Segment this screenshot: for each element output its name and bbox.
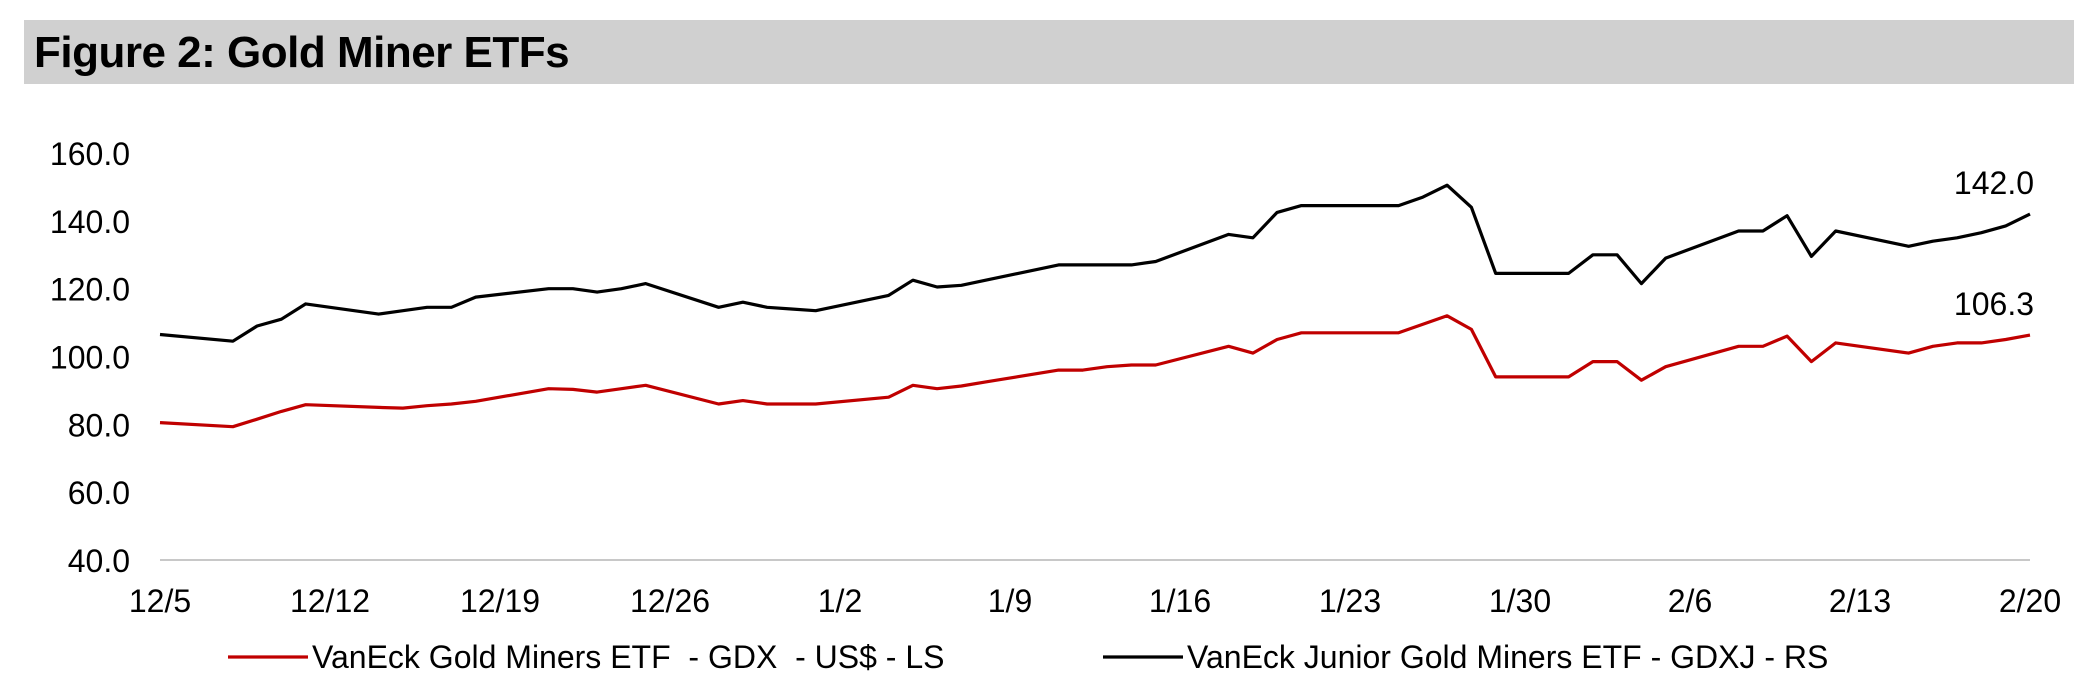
legend: VanEck Gold Miners ETF - GDX - US$ - LS V… [228, 639, 1828, 675]
x-tick-label: 1/9 [988, 583, 1032, 619]
legend-label-gdx: VanEck Gold Miners ETF - GDX - US$ - LS [312, 639, 944, 675]
x-tick-label: 12/26 [630, 583, 710, 619]
x-tick-label: 12/12 [290, 583, 370, 619]
title-bar: Figure 2: Gold Miner ETFs [24, 20, 2074, 84]
x-tick-label: 2/13 [1829, 583, 1891, 619]
y-tick-label: 100.0 [50, 340, 130, 376]
y-tick-label: 140.0 [50, 204, 130, 240]
figure-title: Figure 2: Gold Miner ETFs [34, 28, 570, 77]
y-tick-label: 40.0 [68, 543, 130, 579]
y-axis: 40.0 60.0 80.0 100.0 120.0 140.0 160.0 [50, 136, 130, 579]
y-tick-label: 160.0 [50, 136, 130, 172]
gdxj-series-line [159, 183, 2031, 343]
end-labels: 106.3 142.0 [1954, 165, 2034, 322]
y-tick-label: 60.0 [68, 475, 130, 511]
x-tick-label: 1/23 [1319, 583, 1381, 619]
x-tick-label: 12/19 [460, 583, 540, 619]
gdxj-end-label: 142.0 [1954, 165, 2034, 201]
x-tick-label: 2/20 [1999, 583, 2061, 619]
legend-label-gdxj: VanEck Junior Gold Miners ETF - GDXJ - R… [1187, 639, 1828, 675]
x-tick-label: 1/16 [1149, 583, 1211, 619]
gdx-series-line [159, 314, 2031, 429]
x-tick-label: 1/30 [1489, 583, 1551, 619]
x-tick-label: 12/5 [129, 583, 191, 619]
x-axis: 12/5 12/12 12/19 12/26 1/2 1/9 1/16 1/23 1/30 2/6… [129, 559, 2061, 619]
y-tick-label: 120.0 [50, 272, 130, 308]
series-layer [159, 183, 2031, 429]
x-tick-label: 2/6 [1668, 583, 1712, 619]
y-tick-label: 80.0 [68, 407, 130, 443]
x-tick-label: 1/2 [818, 583, 862, 619]
gdx-end-label: 106.3 [1954, 286, 2034, 322]
